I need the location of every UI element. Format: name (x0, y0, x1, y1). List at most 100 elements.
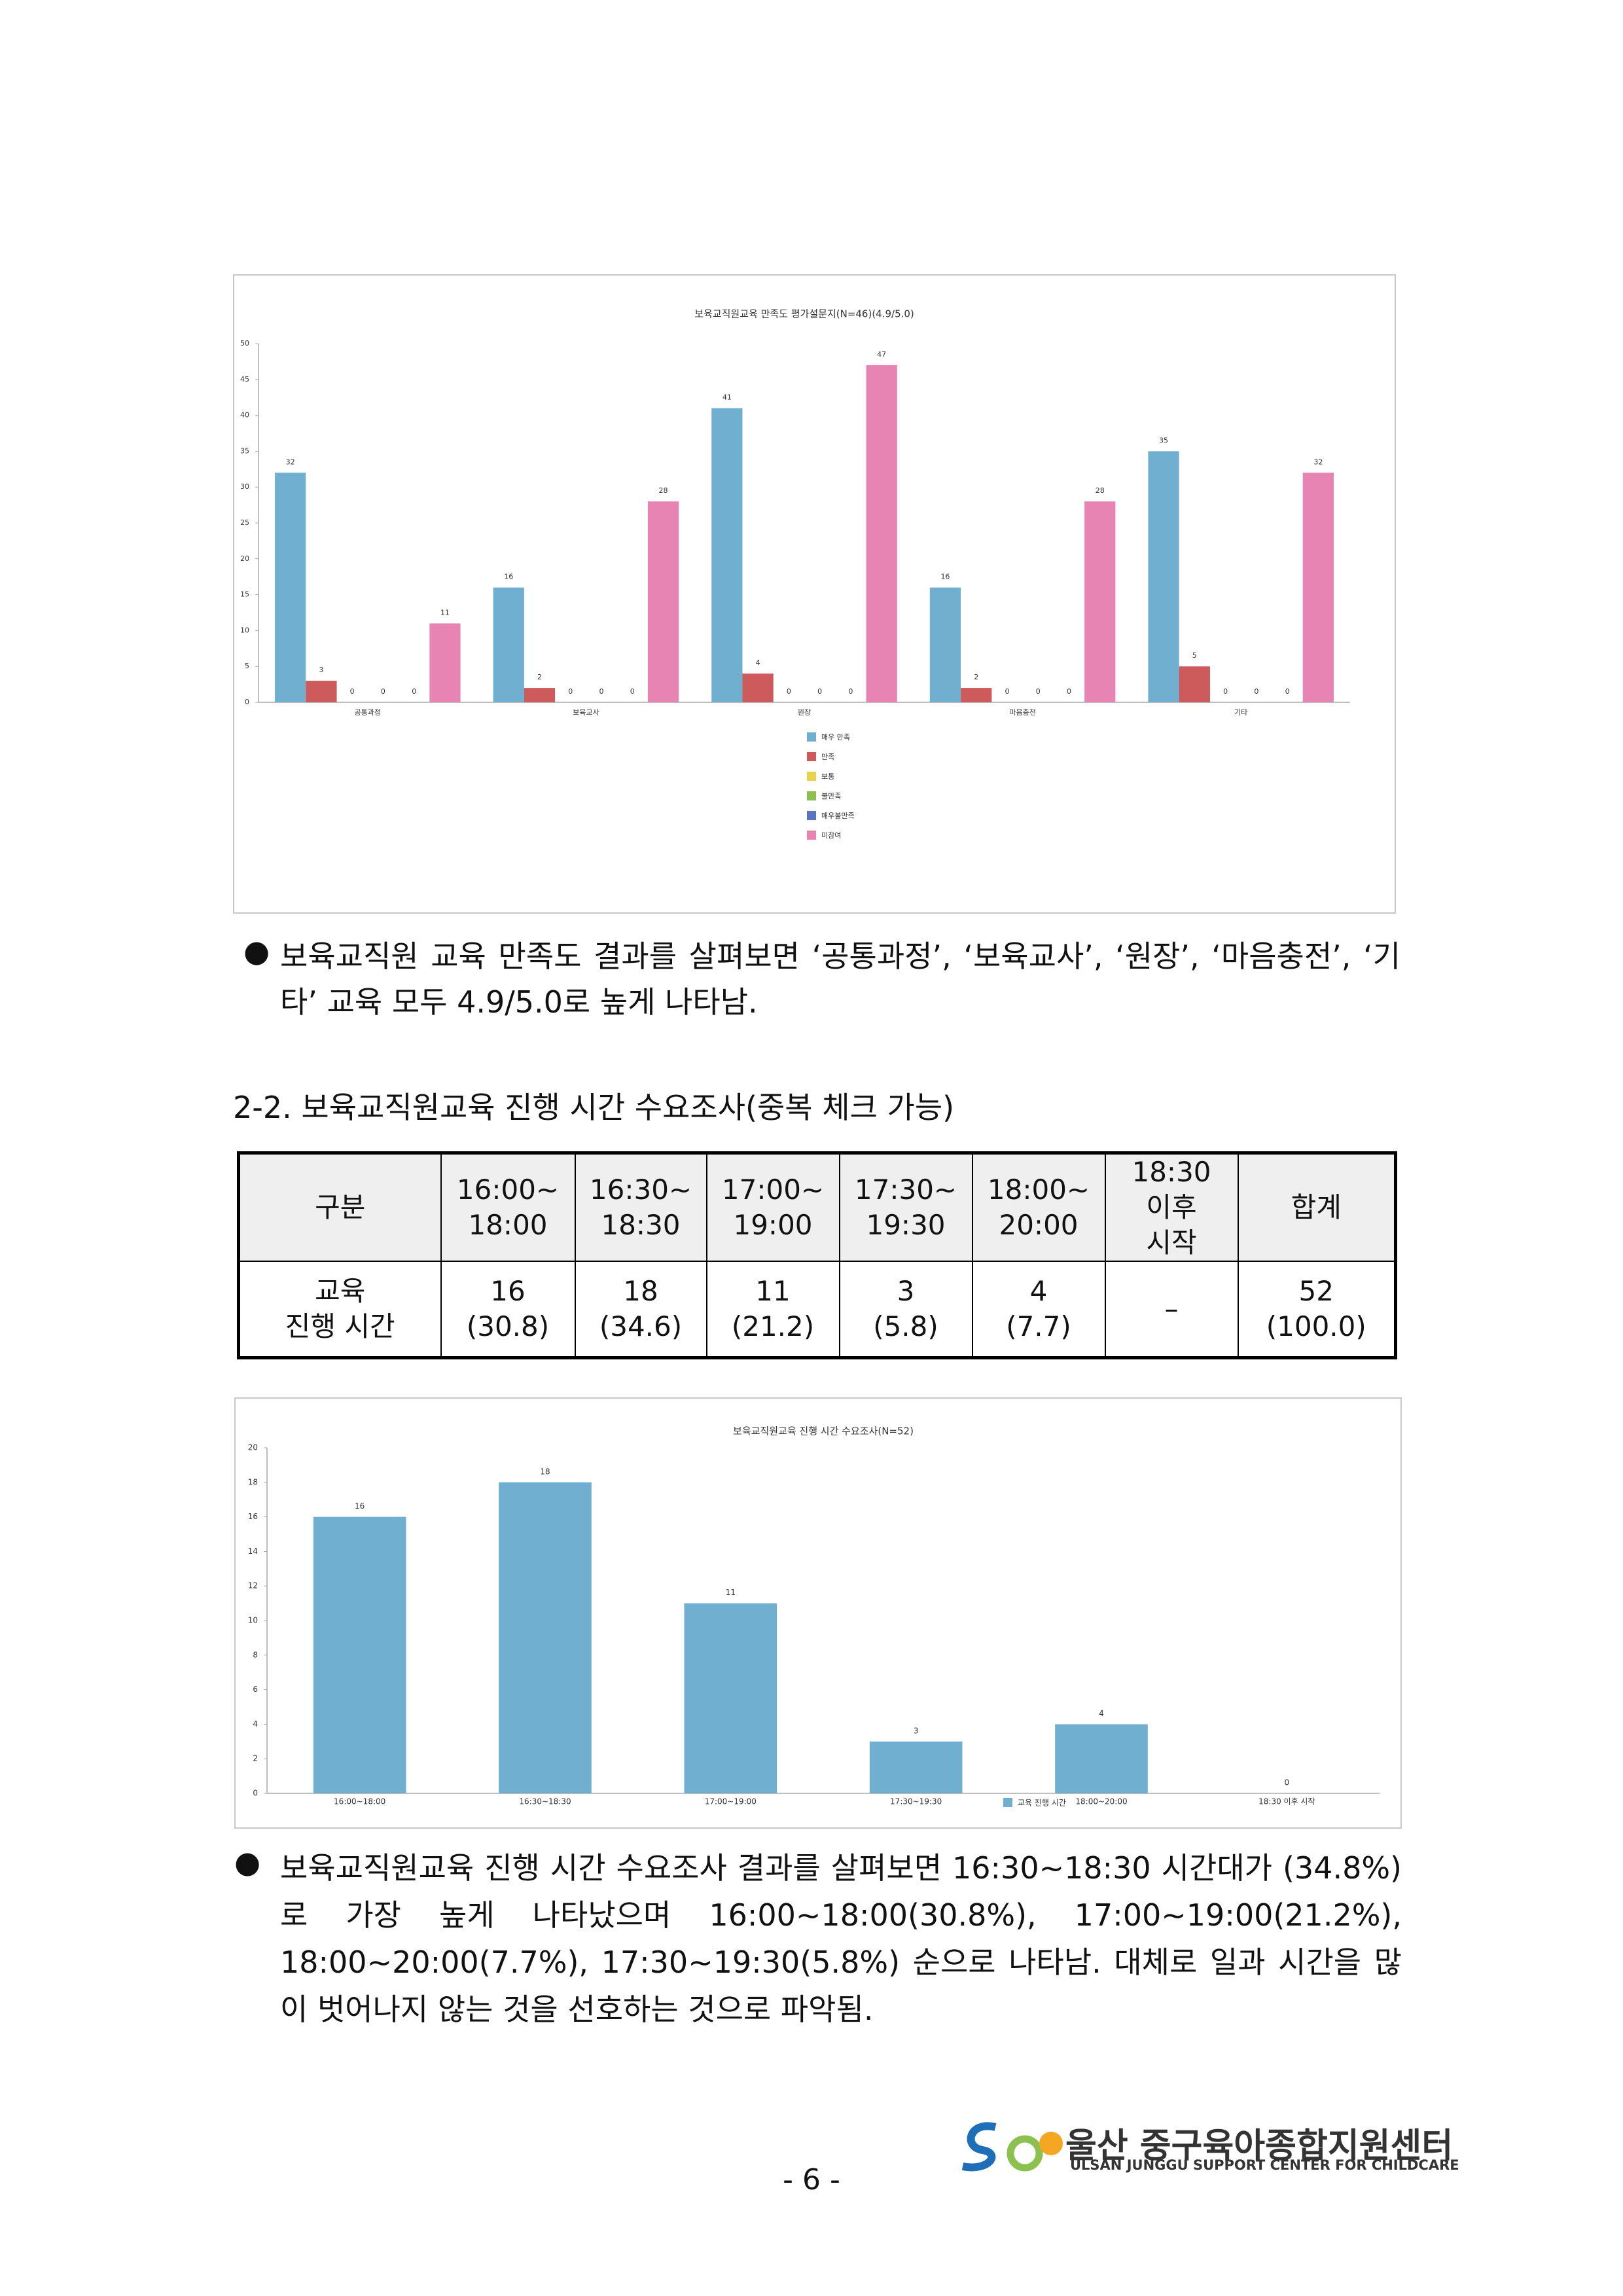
legend-label: 만족 (821, 753, 834, 761)
y-tick-label: 0 (245, 698, 249, 706)
x-tick-label: 18:30 이후 시작 (1258, 1797, 1315, 1806)
table-cell: 18:30 이후 시작 (1104, 1152, 1239, 1262)
value-label: 0 (381, 687, 385, 696)
table-cell: 16:00~ 18:00 (440, 1152, 576, 1262)
table-cell: 17:30~ 19:30 (838, 1152, 973, 1262)
table-cell: 구분 (238, 1152, 442, 1262)
value-label: 16 (940, 573, 950, 581)
x-tick-label: 보육교사 (573, 708, 599, 717)
chart-frame (234, 1397, 1402, 1829)
value-label: 32 (286, 457, 295, 466)
bar (275, 473, 306, 702)
y-tick-label: 30 (240, 482, 249, 491)
section-heading: 2-2. 보육교직원교육 진행 시간 수요조사(중복 체크 가능) (233, 1090, 955, 1125)
legend-swatch (807, 791, 816, 800)
table-cell: – (1104, 1261, 1239, 1359)
chart-title: 보육교직원교육 진행 시간 수요조사(N=52) (733, 1426, 914, 1437)
x-tick-label: 공통과정 (355, 708, 381, 717)
value-label: 3 (914, 1726, 919, 1735)
table-cell: 18:00~ 20:00 (971, 1152, 1106, 1262)
value-label: 41 (722, 393, 732, 402)
bar (493, 587, 524, 702)
table-cell: 4 (7.7) (971, 1261, 1106, 1359)
y-tick-label: 4 (253, 1719, 258, 1729)
value-label: 0 (1223, 687, 1228, 696)
value-label: 0 (848, 687, 853, 696)
y-tick-label: 8 (253, 1650, 258, 1659)
bar (1148, 451, 1179, 702)
y-tick-label: 10 (240, 626, 249, 634)
bullet-icon: ● (234, 1844, 261, 1880)
bar (866, 365, 897, 702)
y-tick-label: 50 (240, 339, 249, 348)
value-label: 0 (787, 687, 791, 696)
bar (869, 1741, 963, 1793)
table-cell: 16:30~ 18:30 (574, 1152, 707, 1262)
chart: 보육교직원교육 만족도 평가설문지(N=46)(4.9/5.0)05101520… (233, 274, 1396, 914)
x-tick-label: 16:00~18:00 (334, 1797, 385, 1806)
bar (1302, 473, 1334, 702)
x-tick-label: 기타 (1234, 708, 1247, 717)
bullet-text: 보육교직원교육 진행 시간 수요조사 결과를 살펴보면 16:30~18:30 … (280, 1850, 1402, 2027)
x-tick-label: 17:00~19:00 (705, 1797, 757, 1806)
value-label: 0 (568, 687, 573, 696)
value-label: 0 (1285, 687, 1290, 696)
legend-label: 매우 만족 (821, 733, 850, 742)
y-tick-label: 25 (240, 518, 249, 527)
bar (742, 673, 774, 702)
x-tick-label: 16:30~18:30 (519, 1797, 571, 1806)
value-label: 2 (537, 673, 542, 681)
bar (929, 587, 961, 702)
value-label: 18 (540, 1467, 550, 1476)
value-label: 5 (1192, 651, 1197, 660)
chart-frame (233, 274, 1396, 914)
value-label: 0 (630, 687, 635, 696)
table-cell: 52 (100.0) (1237, 1261, 1397, 1359)
bar (313, 1516, 406, 1793)
y-tick-label: 45 (240, 375, 249, 384)
value-label: 11 (726, 1588, 736, 1597)
value-label: 0 (1005, 687, 1009, 696)
table-cell: 합계 (1237, 1152, 1397, 1262)
table-cell: 18 (34.6) (574, 1261, 707, 1359)
y-tick-label: 6 (253, 1685, 258, 1694)
table-row: 교육 진행 시간 16 (30.8) 18 (34.6) 11 (21.2) 3 (5.… (238, 1261, 1397, 1359)
x-tick-label: 17:30~19:30 (890, 1797, 942, 1806)
y-tick-label: 12 (248, 1581, 258, 1590)
x-tick-label: 마음충전 (1009, 708, 1035, 717)
chart-title: 보육교직원교육 만족도 평가설문지(N=46)(4.9/5.0) (694, 308, 914, 320)
value-label: 0 (1036, 687, 1041, 696)
logo-icon (961, 2122, 1063, 2172)
x-tick-label: 원장 (798, 708, 811, 717)
legend-swatch (807, 752, 816, 761)
value-label: 4 (1099, 1709, 1104, 1718)
table-cell: 11 (21.2) (705, 1261, 840, 1359)
bar (1084, 501, 1116, 702)
table-cell: 17:00~ 19:00 (705, 1152, 840, 1262)
bar (961, 688, 992, 702)
chart: 보육교직원교육 진행 시간 수요조사(N=52) 0 2 4 6 8 10 12 14 16 18 2… (234, 1397, 1402, 1829)
bar (1055, 1724, 1148, 1793)
value-label: 0 (599, 687, 604, 696)
bar (499, 1482, 592, 1793)
value-label: 2 (974, 673, 978, 681)
legend-swatch (807, 772, 816, 781)
table-cell: 16 (30.8) (440, 1261, 576, 1359)
x-tick-label: 18:00~20:00 (1075, 1797, 1127, 1806)
value-label: 47 (877, 350, 886, 359)
table: 구분 16:00~ 18:00 16:30~ 18:30 17:00~ 19:00 17… (237, 1151, 1397, 1359)
y-tick-label: 14 (248, 1547, 258, 1556)
y-tick-label: 18 (248, 1477, 258, 1486)
y-tick-label: 2 (253, 1754, 258, 1763)
value-label: 32 (1313, 457, 1323, 466)
logo-dot (1039, 2132, 1063, 2155)
table-cell: 교육 진행 시간 (238, 1261, 442, 1359)
value-label: 0 (817, 687, 822, 696)
y-tick-label: 16 (248, 1512, 258, 1521)
table-cell: 3 (5.8) (838, 1261, 973, 1359)
org-name: 울산 중구육아종합지원센터 (1065, 2126, 1454, 2166)
y-tick-label: 0 (253, 1789, 258, 1798)
org-name-en: ULSAN JUNGGU SUPPORT CENTER FOR CHILDCAR… (1070, 2157, 1459, 2173)
legend-label: 미참여 (821, 831, 841, 840)
value-label: 28 (659, 486, 668, 495)
